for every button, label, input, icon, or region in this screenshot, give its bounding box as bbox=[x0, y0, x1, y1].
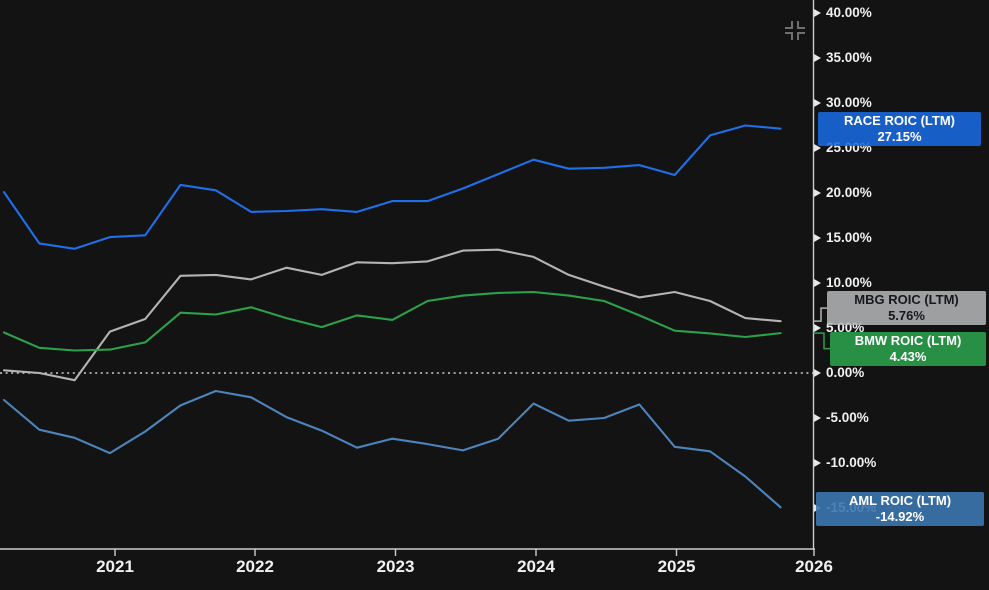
y-axis-tick-arrow bbox=[814, 414, 821, 422]
y-axis-tick-arrow bbox=[814, 99, 821, 107]
y-axis-label: 20.00% bbox=[814, 184, 872, 202]
y-axis-label-text: -5.00% bbox=[826, 410, 869, 425]
price-label-aml-title: AML ROIC (LTM) bbox=[848, 493, 952, 509]
y-axis-label: 10.00% bbox=[814, 274, 872, 292]
y-axis-label: 40.00% bbox=[814, 4, 872, 22]
price-label-race: RACE ROIC (LTM) 27.15% bbox=[818, 111, 981, 146]
y-axis-tick-arrow bbox=[814, 459, 821, 467]
series-line-mbg[interactable] bbox=[2, 248, 782, 382]
y-axis-label: 15.00% bbox=[814, 229, 872, 247]
y-axis-tick-arrow bbox=[814, 54, 821, 62]
series-line-bmw[interactable] bbox=[2, 290, 782, 352]
x-axis-label-2022: 2022 bbox=[236, 557, 274, 576]
price-label-race-title: RACE ROIC (LTM) bbox=[844, 112, 955, 128]
price-label-aml: AML ROIC (LTM) -14.92% bbox=[816, 492, 984, 527]
y-axis-tick-arrow bbox=[814, 324, 821, 332]
y-axis-label-text: 20.00% bbox=[826, 185, 872, 200]
y-axis-label: 30.00% bbox=[814, 94, 872, 112]
y-axis-label: -5.00% bbox=[814, 409, 869, 427]
price-label-mbg: MBG ROIC (LTM) 5.76% bbox=[827, 291, 986, 326]
y-axis-label-text: 15.00% bbox=[826, 230, 872, 245]
price-label-bmw-value: 4.43% bbox=[889, 348, 927, 364]
reset-zoom-crosshair-icon[interactable] bbox=[783, 19, 807, 42]
y-axis-tick-arrow bbox=[814, 189, 821, 197]
label-connector-bmw bbox=[813, 332, 830, 350]
y-axis-label: 35.00% bbox=[814, 49, 872, 67]
price-label-aml-value: -14.92% bbox=[875, 509, 925, 525]
y-axis-label-text: 35.00% bbox=[826, 50, 872, 65]
price-label-mbg-title: MBG ROIC (LTM) bbox=[854, 292, 959, 308]
series-line-race[interactable] bbox=[2, 124, 782, 250]
label-connector-mbg bbox=[813, 307, 827, 322]
x-axis-label-2021: 2021 bbox=[96, 557, 134, 576]
y-axis-label-text: 30.00% bbox=[826, 95, 872, 110]
y-axis-label-text: 0.00% bbox=[826, 365, 865, 380]
y-axis-label-text: 10.00% bbox=[826, 275, 872, 290]
price-label-bmw-title: BMW ROIC (LTM) bbox=[854, 332, 962, 348]
y-axis-label-text: 40.00% bbox=[826, 5, 872, 20]
y-axis-tick-arrow bbox=[814, 234, 821, 242]
price-label-race-value: 27.15% bbox=[877, 128, 922, 144]
series-line-aml[interactable] bbox=[2, 389, 782, 509]
y-axis-tick-arrow bbox=[814, 9, 821, 17]
y-axis-tick-arrow bbox=[814, 369, 821, 377]
price-label-mbg-value: 5.76% bbox=[888, 308, 925, 324]
x-axis-label-2024: 2024 bbox=[517, 557, 555, 576]
x-axis-label-2023: 2023 bbox=[376, 557, 415, 576]
x-axis-label-2025: 2025 bbox=[657, 557, 696, 576]
price-label-bmw: BMW ROIC (LTM) 4.43% bbox=[830, 331, 986, 366]
y-axis-tick-arrow bbox=[814, 144, 821, 152]
y-axis-tick-arrow bbox=[814, 279, 821, 287]
y-axis-label-text: -10.00% bbox=[826, 455, 877, 470]
y-axis-label: -10.00% bbox=[814, 454, 876, 472]
y-axis-label: 0.00% bbox=[814, 364, 864, 382]
x-axis-label-2026: 2026 bbox=[795, 557, 833, 576]
